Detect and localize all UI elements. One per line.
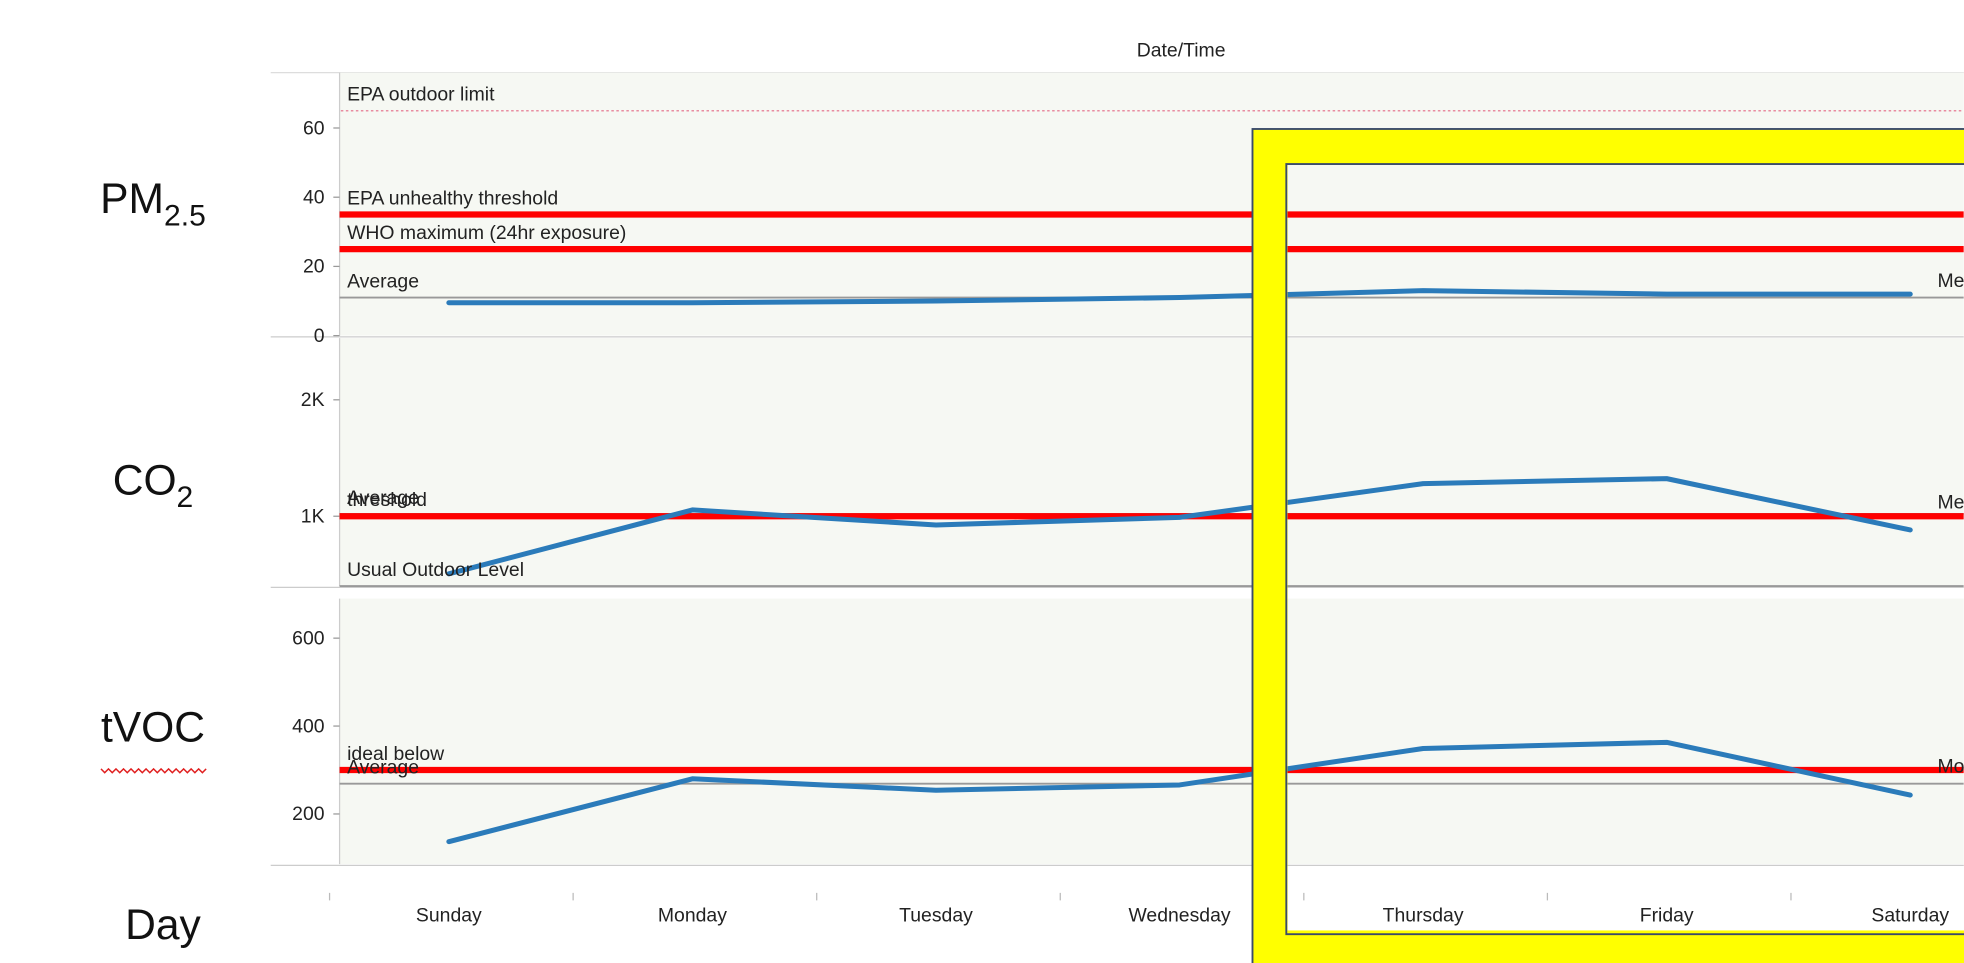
reference-label: Average — [347, 271, 419, 293]
y-axis-title-text: CO — [113, 457, 177, 505]
reference-label: WHO maximum (24hr exposure) — [347, 222, 626, 244]
reference-label: threshold — [347, 489, 427, 511]
x-tick-label: Wednesday — [1128, 905, 1230, 927]
data-line — [446, 476, 1913, 577]
y-axis-title: CO2 — [113, 457, 194, 515]
annotation: Mo — [1937, 756, 1964, 778]
highlight-outer-edge — [1251, 128, 1964, 963]
reference-label: Average — [347, 487, 419, 509]
y-axis-title: tVOC — [101, 703, 205, 751]
y-axis-title-subscript: 2 — [177, 481, 194, 514]
y-tick-label: 1K — [301, 505, 325, 527]
y-tick-label: 40 — [303, 186, 325, 208]
reference-label: EPA unhealthy threshold — [347, 187, 558, 209]
y-tick-label: 200 — [292, 803, 325, 825]
y-tick-label: 20 — [303, 256, 325, 278]
x-tick-label: Saturday — [1871, 905, 1949, 927]
spellcheck-underline — [100, 767, 207, 774]
plot-background — [339, 598, 1964, 865]
reference-label: Usual Outdoor Level — [347, 559, 524, 581]
data-line — [446, 739, 1913, 845]
y-tick-label: 400 — [292, 715, 325, 737]
y-tick-label: 2K — [301, 389, 325, 411]
annotation: Me — [1937, 491, 1964, 513]
plot-area — [339, 476, 1964, 588]
annotation: Me — [1937, 270, 1964, 292]
x-axis-title: Date/Time — [1137, 39, 1226, 61]
plot-area — [339, 109, 1964, 306]
y-tick-label: 600 — [292, 627, 325, 649]
plot-area — [339, 739, 1964, 845]
highlight-frame — [1252, 128, 1964, 963]
reference-label: ideal below — [347, 743, 445, 765]
reference-label: Average — [347, 757, 419, 779]
highlight-box — [1251, 128, 1964, 963]
data-line — [446, 288, 1913, 306]
x-tick-label: Sunday — [416, 905, 482, 927]
y-tick-label: 60 — [303, 117, 325, 139]
x-tick-label: Thursday — [1383, 905, 1464, 927]
x-tick-label: Monday — [658, 905, 727, 927]
highlight-inner-edge — [1285, 163, 1964, 936]
x-tick-label: Friday — [1640, 905, 1694, 927]
panel: 0 20 40 60 EPA outdoor limit EPA unhealthy th… — [100, 72, 1964, 347]
plot-background — [339, 338, 1964, 587]
y-axis-title: PM2.5 — [100, 175, 206, 233]
y-tick-label: 0 — [314, 325, 325, 347]
panels: 0 20 40 60 EPA outdoor limit EPA unhealthy th… — [100, 72, 1964, 927]
x-tick-label: Tuesday — [899, 905, 973, 927]
y-axis-title-subscript: 2.5 — [164, 199, 206, 232]
y-axis-title-text: PM — [100, 175, 164, 223]
y-axis-title-text: tVOC — [101, 703, 205, 751]
row-axis-title: Day — [125, 901, 201, 949]
reference-label: EPA outdoor limit — [347, 84, 495, 106]
